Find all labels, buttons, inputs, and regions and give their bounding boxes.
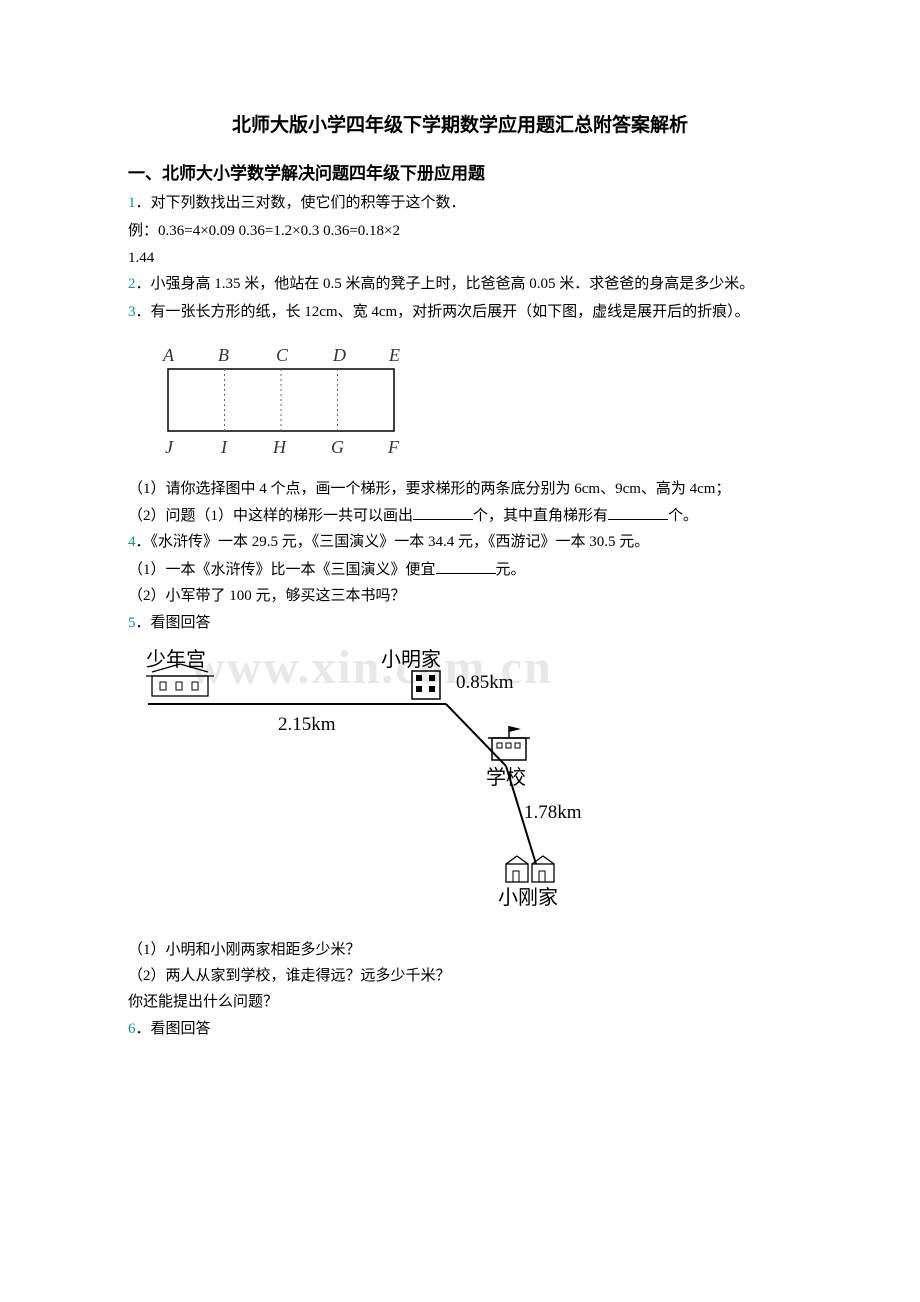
question-1: 1．对下列数找出三对数，使它们的积等于这个数． bbox=[128, 190, 792, 216]
question-5-sub1: （1）小明和小刚两家相距多少米？ bbox=[128, 937, 792, 963]
question-4: 4．《水浒传》一本 29.5 元，《三国演义》一本 34.4 元，《西游记》一本… bbox=[128, 529, 792, 555]
question-5-num: 5 bbox=[128, 615, 136, 631]
label-I: I bbox=[220, 437, 228, 457]
question-6-num: 6 bbox=[128, 1021, 136, 1037]
question-6: 6．看图回答 bbox=[128, 1016, 792, 1042]
question-5: 5．看图回答 bbox=[128, 610, 792, 636]
question-3-num: 3 bbox=[128, 304, 136, 320]
blank bbox=[436, 573, 496, 574]
blank bbox=[413, 519, 473, 520]
label-xiaoming: 小明家 bbox=[381, 648, 441, 671]
label-A: A bbox=[162, 345, 175, 365]
section-header: 一、北师大小学数学解决问题四年级下册应用题 bbox=[128, 159, 792, 184]
question-5-text: ．看图回答 bbox=[136, 615, 211, 631]
question-4-text: ．《水浒传》一本 29.5 元，《三国演义》一本 34.4 元，《西游记》一本 … bbox=[136, 534, 650, 550]
question-2-text: ．小强身高 1.35 米，他站在 0.5 米高的凳子上时，比爸爸高 0.05 米… bbox=[136, 276, 755, 292]
question-3-sub2: （2）问题（1）中这样的梯形一共可以画出个，其中直角梯形有个。 bbox=[128, 503, 792, 529]
question-1-example: 例：0.36=4×0.09 0.36=1.2×0.3 0.36=0.18×2 bbox=[128, 218, 792, 244]
question-4-sub1: （1）一本《水浒传》比一本《三国演义》便宜元。 bbox=[128, 557, 792, 583]
label-G: G bbox=[331, 437, 344, 457]
question-1-value: 1.44 bbox=[128, 245, 792, 271]
question-2: 2．小强身高 1.35 米，他站在 0.5 米高的凳子上时，比爸爸高 0.05 … bbox=[128, 271, 792, 297]
question-1-num: 1 bbox=[128, 195, 136, 211]
label-B: B bbox=[218, 345, 229, 365]
question-3-diagram: A B C D E J I H G F bbox=[148, 341, 792, 466]
label-dist1: 0.85km bbox=[456, 672, 514, 693]
question-6-text: ．看图回答 bbox=[136, 1021, 211, 1037]
question-2-num: 2 bbox=[128, 276, 136, 292]
label-D: D bbox=[332, 345, 346, 365]
page-title: 北师大版小学四年级下学期数学应用题汇总附答案解析 bbox=[128, 110, 792, 137]
blank bbox=[608, 519, 668, 520]
label-xuexiao: 学校 bbox=[486, 766, 526, 789]
question-3-text: ．有一张长方形的纸，长 12cm、宽 4cm，对折两次后展开（如下图，虚线是展开… bbox=[136, 304, 750, 320]
question-4-sub2: （2）小军带了 100 元，够买这三本书吗？ bbox=[128, 583, 792, 609]
label-C: C bbox=[276, 345, 289, 365]
label-H: H bbox=[272, 437, 287, 457]
question-5-diagram: 少年宫 小明家 0.85km 2.15km bbox=[136, 646, 792, 931]
question-3-sub1: （1）请你选择图中 4 个点，画一个梯形，要求梯形的两条底分别为 6cm、9cm… bbox=[128, 476, 792, 502]
question-4-num: 4 bbox=[128, 534, 136, 550]
question-1-text: ．对下列数找出三对数，使它们的积等于这个数． bbox=[136, 195, 466, 211]
page-content: 北师大版小学四年级下学期数学应用题汇总附答案解析 一、北师大小学数学解决问题四年… bbox=[128, 110, 792, 1042]
label-xiaogang: 小刚家 bbox=[498, 886, 558, 909]
label-dist3: 1.78km bbox=[524, 802, 582, 823]
question-5-sub3: 你还能提出什么问题？ bbox=[128, 989, 792, 1015]
label-F: F bbox=[387, 437, 400, 457]
label-shaoniangong: 少年宫 bbox=[146, 648, 206, 671]
label-E: E bbox=[388, 345, 400, 365]
question-3: 3．有一张长方形的纸，长 12cm、宽 4cm，对折两次后展开（如下图，虚线是展… bbox=[128, 299, 792, 325]
label-dist2: 2.15km bbox=[278, 714, 336, 735]
question-5-sub2: （2）两人从家到学校，谁走得远？远多少千米？ bbox=[128, 963, 792, 989]
label-J: J bbox=[165, 437, 174, 457]
